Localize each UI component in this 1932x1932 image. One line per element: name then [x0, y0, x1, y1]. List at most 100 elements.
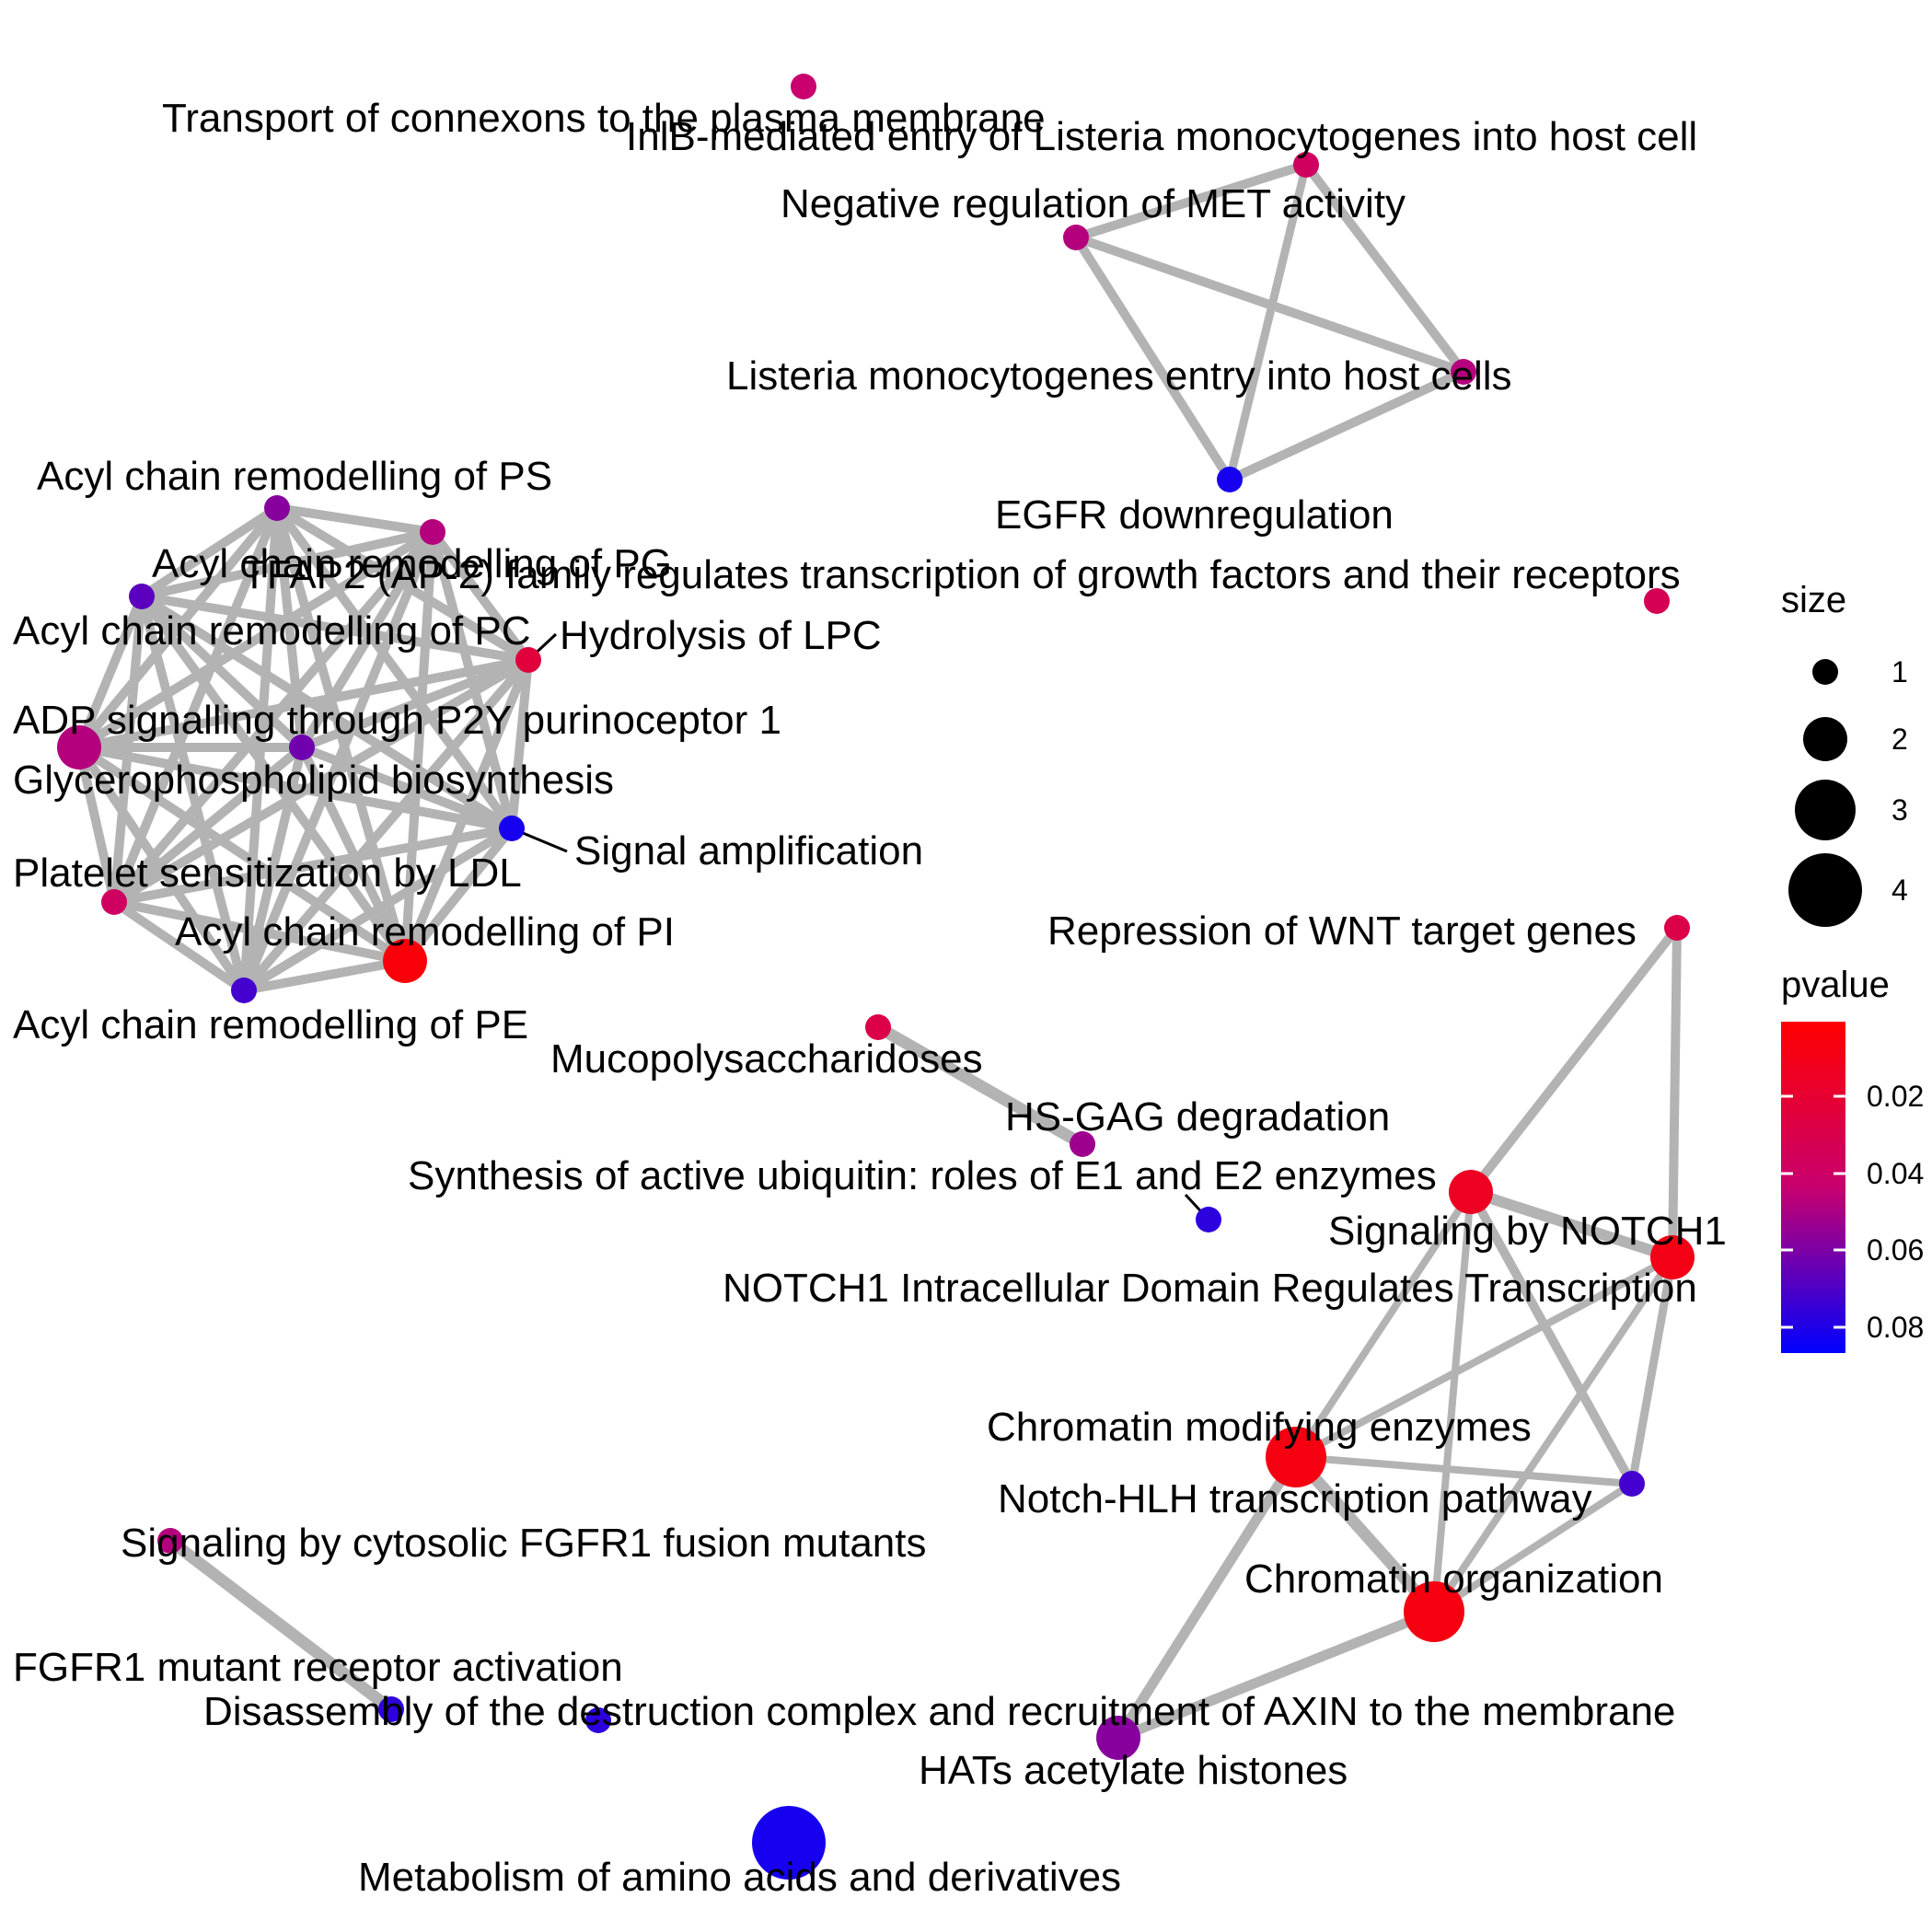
node-label-sigamp: Signal amplification	[574, 828, 923, 873]
node-label-transport: Transport of connexons to the plasma mem…	[162, 96, 1046, 141]
size-key-label-4: 4	[1892, 873, 1908, 907]
node-tfap2	[1644, 588, 1670, 614]
edge-chrorg-nhlh	[1430, 1480, 1636, 1615]
node-negmet	[1063, 225, 1089, 250]
node-label-hlpc: Hydrolysis of LPC	[560, 613, 882, 658]
edge-acps-acpg	[272, 503, 437, 537]
pvalue-tick-label-0.04: 0.04	[1867, 1157, 1924, 1190]
edge-acpc-adp	[75, 592, 146, 752]
edge-gpl-sigamp	[297, 743, 516, 833]
node-label-adp: ADP signalling through P2Y purinoceptor …	[13, 698, 781, 743]
edge-notch1-chrmod	[1292, 1188, 1475, 1461]
node-listeria	[1451, 359, 1476, 385]
node-label-hsgag: HS-GAG degradation	[1005, 1094, 1390, 1140]
edge-fgfrfus-fgfrmut	[164, 1534, 398, 1716]
pvalue-legend-title: pvalue	[1781, 965, 1890, 1005]
edge-platelet-acpe	[110, 897, 249, 995]
pvalue-colorbar	[1781, 1022, 1845, 1353]
edge-wnt-nicd	[1668, 923, 1682, 1262]
edge-inlb-listeria	[1301, 160, 1468, 376]
pvalue-tick-label-0.08: 0.08	[1867, 1311, 1924, 1344]
node-amino	[752, 1806, 826, 1880]
node-platelet	[101, 889, 127, 915]
node-label-inlb: InlB-mediated entry of Listeria monocyto…	[626, 114, 1697, 159]
node-hats	[1096, 1716, 1140, 1760]
node-label-axin: Disassembly of the destruction complex a…	[203, 1689, 1675, 1734]
node-label-wnt: Repression of WNT target genes	[1047, 908, 1637, 954]
edge-nicd-chrorg	[1430, 1254, 1676, 1615]
node-label-ubiq: Synthesis of active ubiquitin: roles of …	[408, 1153, 1437, 1198]
node-muco	[865, 1014, 891, 1040]
node-wnt	[1664, 915, 1690, 941]
size-key-dot-3	[1795, 780, 1856, 840]
node-hlpc	[515, 647, 541, 673]
node-chrmod	[1266, 1427, 1326, 1487]
node-chrorg	[1404, 1581, 1464, 1642]
edge-acpi-acpe	[239, 956, 410, 995]
node-label-amino: Metabolism of amino acids and derivative…	[358, 1855, 1121, 1900]
node-label-acpe: Acyl chain remodelling of PE	[13, 1002, 528, 1047]
edge-acpc-acpi	[137, 592, 410, 966]
node-label-acps: Acyl chain remodelling of PS	[37, 454, 552, 499]
node-adp	[57, 725, 101, 769]
edge-nicd-chrmod	[1292, 1254, 1676, 1461]
node-inlb	[1293, 152, 1319, 178]
edge-sigamp-acpe	[239, 824, 516, 995]
edge-layer	[75, 160, 1682, 1743]
node-acps	[264, 495, 290, 521]
node-axin	[585, 1707, 611, 1733]
node-label-acpg: Acyl chain remodelling of PG	[152, 541, 672, 586]
size-key-label-3: 3	[1892, 793, 1908, 827]
edge-hlpc-sigamp	[507, 655, 533, 833]
edge-nicd-nhlh	[1627, 1253, 1677, 1488]
node-fgfrfus	[157, 1528, 183, 1554]
node-gpl	[289, 735, 315, 760]
node-label-negmet: Negative regulation of MET activity	[781, 181, 1406, 226]
node-label-platelet: Platelet sensitization by LDL	[13, 850, 522, 896]
edge-acpc-sigamp	[137, 592, 516, 833]
edge-inlb-negmet	[1071, 160, 1311, 242]
edge-sigamp-acpi	[400, 824, 516, 966]
node-acpi	[383, 939, 427, 983]
node-label-notch1: Signaling by NOTCH1	[1328, 1209, 1727, 1254]
node-sigamp	[499, 816, 525, 841]
edge-acpc-gpl	[137, 592, 307, 752]
edge-acpc-hlpc	[137, 592, 533, 665]
node-label-listeria: Listeria monocytogenes entry into host c…	[726, 353, 1512, 399]
edge-chrmod-nhlh	[1292, 1453, 1636, 1487]
pvalue-tick-label-0.06: 0.06	[1867, 1233, 1924, 1267]
edge-inlb-egfr	[1225, 160, 1311, 484]
size-legend-keys: 1 2 3 4	[1788, 655, 1908, 927]
node-hsgag	[1070, 1131, 1095, 1157]
node-label-fgfrmut: FGFR1 mutant receptor activation	[13, 1645, 623, 1690]
edge-negmet-egfr	[1071, 233, 1234, 484]
node-label-hats: HATs acetylate histones	[919, 1748, 1348, 1793]
edge-adp-platelet	[75, 743, 119, 907]
label-layer: Transport of connexons to the plasma mem…	[13, 96, 1727, 1900]
size-key-dot-1	[1812, 659, 1838, 685]
node-fgfrmut	[378, 1696, 404, 1722]
node-transport	[791, 74, 816, 99]
node-label-gpl: Glycerophospholipid biosynthesis	[13, 758, 614, 803]
legend: size 1 2 3 4 pvalue 0.02 0.04 0.06 0.08	[1781, 580, 1924, 1353]
edge-listeria-egfr	[1225, 367, 1468, 484]
edge-muco-hsgag	[872, 1021, 1089, 1151]
edge-chrorg-hats	[1113, 1606, 1440, 1743]
node-acpc	[129, 584, 155, 609]
edge-platelet-acpi	[110, 897, 410, 966]
edge-negmet-listeria	[1071, 233, 1468, 376]
node-label-fgfrfus: Signaling by cytosolic FGFR1 fusion muta…	[121, 1521, 927, 1566]
edge-hlpc-gpl	[297, 655, 533, 752]
edge-gpl-platelet	[110, 743, 307, 907]
node-label-chrmod: Chromatin modifying enzymes	[987, 1405, 1532, 1450]
node-label-acpc: Acyl chain remodelling of PC	[13, 608, 530, 654]
node-nhlh	[1619, 1471, 1645, 1497]
node-nicd	[1650, 1235, 1695, 1279]
node-label-tfap2: TFAP2 (AP-2) family regulates transcript…	[242, 552, 1681, 597]
node-label-chrorg: Chromatin organization	[1244, 1556, 1663, 1602]
size-key-dot-2	[1803, 717, 1847, 761]
edge-notch1-nhlh	[1466, 1187, 1637, 1488]
edge-acps-acpc	[137, 503, 282, 601]
node-label-muco: Mucopolysaccharidoses	[550, 1036, 983, 1082]
